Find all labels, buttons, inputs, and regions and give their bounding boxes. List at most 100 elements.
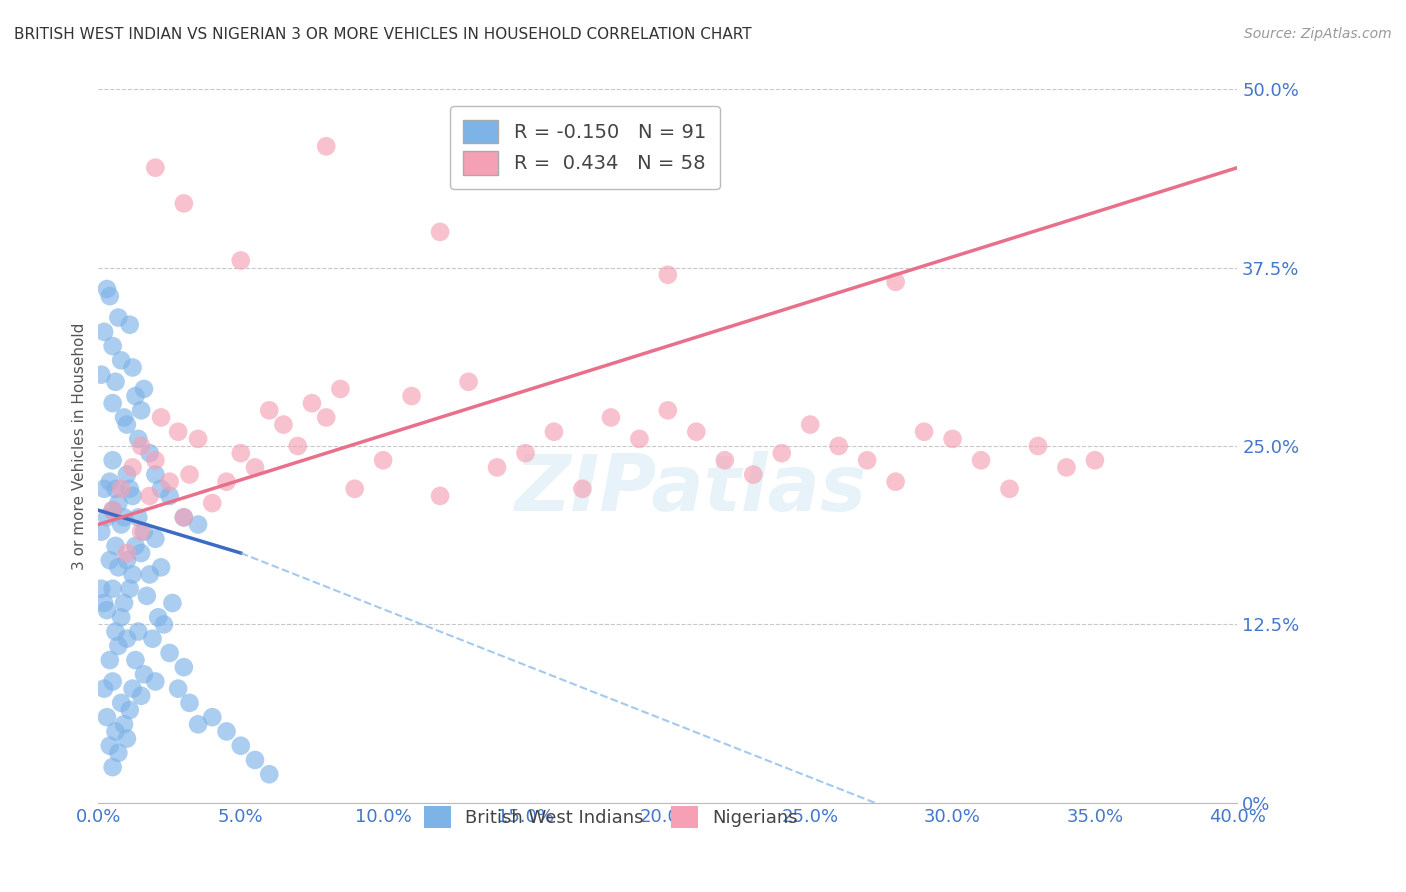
- Point: [187, 717, 209, 731]
- Point: [98, 289, 121, 303]
- Point: [138, 489, 160, 503]
- Point: [167, 681, 190, 696]
- Point: [515, 446, 537, 460]
- Point: [124, 389, 146, 403]
- Point: [243, 753, 266, 767]
- Point: [101, 674, 124, 689]
- Point: [93, 482, 115, 496]
- Point: [101, 396, 124, 410]
- Point: [600, 410, 623, 425]
- Point: [104, 539, 127, 553]
- Point: [970, 453, 993, 467]
- Point: [90, 582, 112, 596]
- Point: [112, 717, 135, 731]
- Point: [159, 646, 181, 660]
- Point: [173, 510, 195, 524]
- Point: [112, 596, 135, 610]
- Point: [159, 475, 181, 489]
- Point: [685, 425, 707, 439]
- Point: [118, 582, 141, 596]
- Point: [799, 417, 821, 432]
- Point: [98, 739, 121, 753]
- Point: [127, 432, 149, 446]
- Point: [129, 403, 152, 417]
- Point: [942, 432, 965, 446]
- Point: [329, 382, 352, 396]
- Point: [159, 489, 181, 503]
- Point: [96, 282, 118, 296]
- Point: [101, 760, 124, 774]
- Point: [107, 746, 129, 760]
- Point: [714, 453, 737, 467]
- Point: [104, 724, 127, 739]
- Point: [96, 603, 118, 617]
- Point: [96, 510, 118, 524]
- Point: [1084, 453, 1107, 467]
- Point: [96, 710, 118, 724]
- Point: [101, 453, 124, 467]
- Point: [543, 425, 565, 439]
- Point: [145, 532, 167, 546]
- Point: [138, 567, 160, 582]
- Point: [141, 632, 163, 646]
- Point: [343, 482, 366, 496]
- Point: [770, 446, 793, 460]
- Point: [98, 475, 121, 489]
- Point: [215, 475, 238, 489]
- Point: [129, 439, 152, 453]
- Point: [148, 610, 170, 624]
- Point: [229, 253, 252, 268]
- Point: [129, 546, 152, 560]
- Point: [173, 660, 195, 674]
- Point: [628, 432, 651, 446]
- Point: [145, 161, 167, 175]
- Point: [129, 689, 152, 703]
- Point: [107, 310, 129, 325]
- Point: [104, 482, 127, 496]
- Point: [118, 482, 141, 496]
- Point: [115, 467, 138, 482]
- Point: [145, 467, 167, 482]
- Point: [101, 503, 124, 517]
- Point: [115, 731, 138, 746]
- Point: [112, 510, 135, 524]
- Point: [118, 703, 141, 717]
- Point: [115, 553, 138, 567]
- Point: [201, 496, 224, 510]
- Point: [93, 681, 115, 696]
- Point: [110, 610, 132, 624]
- Point: [201, 710, 224, 724]
- Y-axis label: 3 or more Vehicles in Household: 3 or more Vehicles in Household: [72, 322, 87, 570]
- Point: [101, 582, 124, 596]
- Point: [912, 425, 935, 439]
- Point: [110, 353, 132, 368]
- Point: [1026, 439, 1049, 453]
- Point: [884, 475, 907, 489]
- Point: [145, 674, 167, 689]
- Point: [138, 446, 160, 460]
- Point: [107, 560, 129, 574]
- Point: [98, 653, 121, 667]
- Legend: British West Indians, Nigerians: British West Indians, Nigerians: [415, 797, 807, 837]
- Point: [110, 482, 132, 496]
- Point: [107, 496, 129, 510]
- Point: [162, 596, 184, 610]
- Point: [429, 489, 451, 503]
- Point: [401, 389, 423, 403]
- Point: [150, 482, 173, 496]
- Point: [127, 624, 149, 639]
- Point: [110, 696, 132, 710]
- Point: [115, 632, 138, 646]
- Point: [179, 467, 201, 482]
- Point: [90, 524, 112, 539]
- Point: [657, 268, 679, 282]
- Point: [187, 432, 209, 446]
- Point: [287, 439, 309, 453]
- Point: [101, 339, 124, 353]
- Point: [884, 275, 907, 289]
- Point: [315, 410, 337, 425]
- Point: [90, 368, 112, 382]
- Point: [93, 596, 115, 610]
- Point: [104, 624, 127, 639]
- Point: [112, 410, 135, 425]
